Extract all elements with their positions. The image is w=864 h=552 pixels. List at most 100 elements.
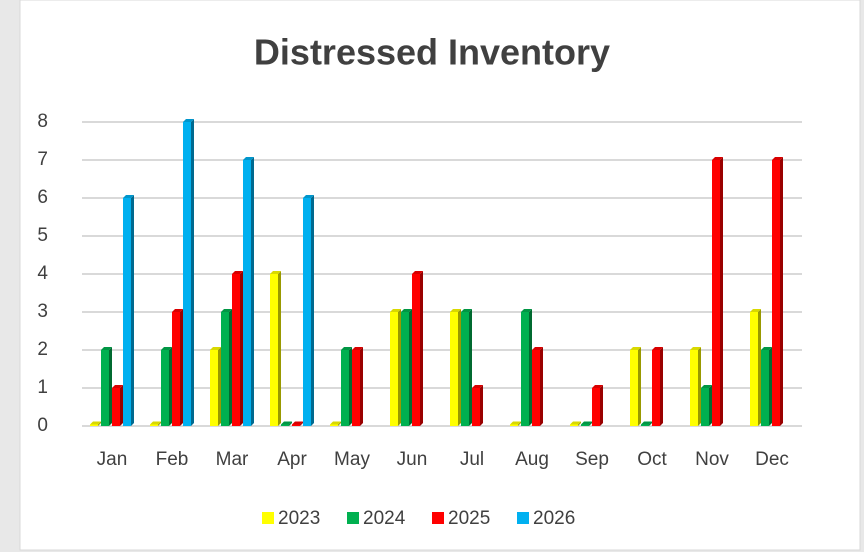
bar bbox=[281, 424, 289, 426]
bar bbox=[570, 424, 578, 426]
bar-side bbox=[578, 421, 581, 426]
bar-side bbox=[420, 271, 423, 426]
x-tick-label: Mar bbox=[216, 449, 249, 470]
bar bbox=[210, 350, 218, 426]
x-tick-label: Apr bbox=[277, 449, 307, 470]
bar-top bbox=[303, 195, 314, 198]
y-tick-label: 8 bbox=[37, 111, 48, 132]
bar-side bbox=[218, 347, 221, 426]
bar bbox=[521, 312, 529, 426]
bar-side bbox=[289, 421, 292, 426]
bar-top bbox=[772, 157, 783, 160]
legend-label: 2024 bbox=[363, 508, 406, 529]
bar bbox=[112, 388, 120, 426]
bar-side bbox=[649, 421, 652, 426]
y-tick-label: 3 bbox=[37, 301, 48, 322]
bar bbox=[712, 160, 720, 426]
bar-side bbox=[518, 421, 521, 426]
bar bbox=[412, 274, 420, 426]
bar-top bbox=[521, 309, 532, 312]
bar-side bbox=[229, 309, 232, 426]
bar-side bbox=[698, 347, 701, 426]
bar-top bbox=[450, 309, 461, 312]
x-tick-label: Feb bbox=[156, 449, 189, 470]
bar bbox=[532, 350, 540, 426]
bar-top bbox=[281, 421, 292, 425]
y-tick-label: 5 bbox=[37, 225, 48, 246]
bar-top bbox=[750, 309, 761, 312]
bar-top bbox=[270, 271, 281, 274]
bar-top bbox=[712, 157, 723, 160]
bar bbox=[772, 160, 780, 426]
bar bbox=[341, 350, 349, 426]
bar bbox=[652, 350, 660, 426]
x-tick-label: Jan bbox=[97, 449, 128, 470]
legend-label: 2025 bbox=[448, 508, 490, 529]
bar-side bbox=[769, 347, 772, 426]
x-tick-label: May bbox=[334, 449, 370, 470]
bar bbox=[510, 424, 518, 426]
bar-side bbox=[409, 309, 412, 426]
bar-top bbox=[341, 347, 352, 350]
x-tick-label: Oct bbox=[637, 449, 667, 470]
legend-swatch bbox=[432, 512, 444, 524]
legend-swatch bbox=[262, 512, 274, 524]
bar-top bbox=[652, 347, 663, 350]
bar-top bbox=[472, 385, 483, 388]
bar-side bbox=[600, 385, 603, 426]
bar-top bbox=[510, 421, 521, 425]
bar bbox=[221, 312, 229, 426]
x-tick-label: Jul bbox=[460, 449, 484, 470]
bar-side bbox=[529, 309, 532, 426]
bar-side bbox=[709, 385, 712, 426]
bar-top bbox=[461, 309, 472, 312]
bar-top bbox=[292, 421, 303, 425]
bar-top bbox=[112, 385, 123, 388]
bar bbox=[183, 122, 191, 426]
bar-top bbox=[183, 119, 194, 122]
bar bbox=[390, 312, 398, 426]
bar-side bbox=[109, 347, 112, 426]
bar bbox=[101, 350, 109, 426]
bar-side bbox=[398, 309, 401, 426]
bar-top bbox=[761, 347, 772, 350]
bar-top bbox=[592, 385, 603, 388]
bar-top bbox=[330, 421, 341, 425]
bar bbox=[761, 350, 769, 426]
bar bbox=[630, 350, 638, 426]
x-tick-label: Nov bbox=[695, 449, 729, 470]
bar bbox=[232, 274, 240, 426]
x-tick-label: Jun bbox=[397, 449, 428, 470]
bar-side bbox=[311, 195, 314, 426]
bar-side bbox=[191, 119, 194, 426]
bar-top bbox=[232, 271, 243, 274]
bar-side bbox=[458, 309, 461, 426]
bar-top bbox=[641, 421, 652, 425]
bar-top bbox=[690, 347, 701, 350]
y-tick-label: 0 bbox=[37, 415, 48, 436]
bar-top bbox=[401, 309, 412, 312]
bar-side bbox=[469, 309, 472, 426]
bar bbox=[592, 388, 600, 426]
bar-top bbox=[243, 157, 254, 160]
bar-side bbox=[338, 421, 341, 426]
bar bbox=[581, 424, 589, 426]
bar-top bbox=[701, 385, 712, 388]
legend-label: 2026 bbox=[533, 508, 575, 529]
bar-top bbox=[161, 347, 172, 350]
bar-side bbox=[589, 421, 592, 426]
bar-top bbox=[90, 421, 101, 425]
bar bbox=[450, 312, 458, 426]
bar-top bbox=[412, 271, 423, 274]
bar bbox=[150, 424, 158, 426]
bar-side bbox=[360, 347, 363, 426]
y-tick-label: 6 bbox=[37, 187, 48, 208]
bar-top bbox=[352, 347, 363, 350]
bar-top bbox=[123, 195, 134, 198]
bar bbox=[690, 350, 698, 426]
bar bbox=[303, 198, 311, 426]
legend-label: 2023 bbox=[278, 508, 320, 529]
bar-side bbox=[251, 157, 254, 426]
y-tick-label: 1 bbox=[37, 377, 48, 398]
